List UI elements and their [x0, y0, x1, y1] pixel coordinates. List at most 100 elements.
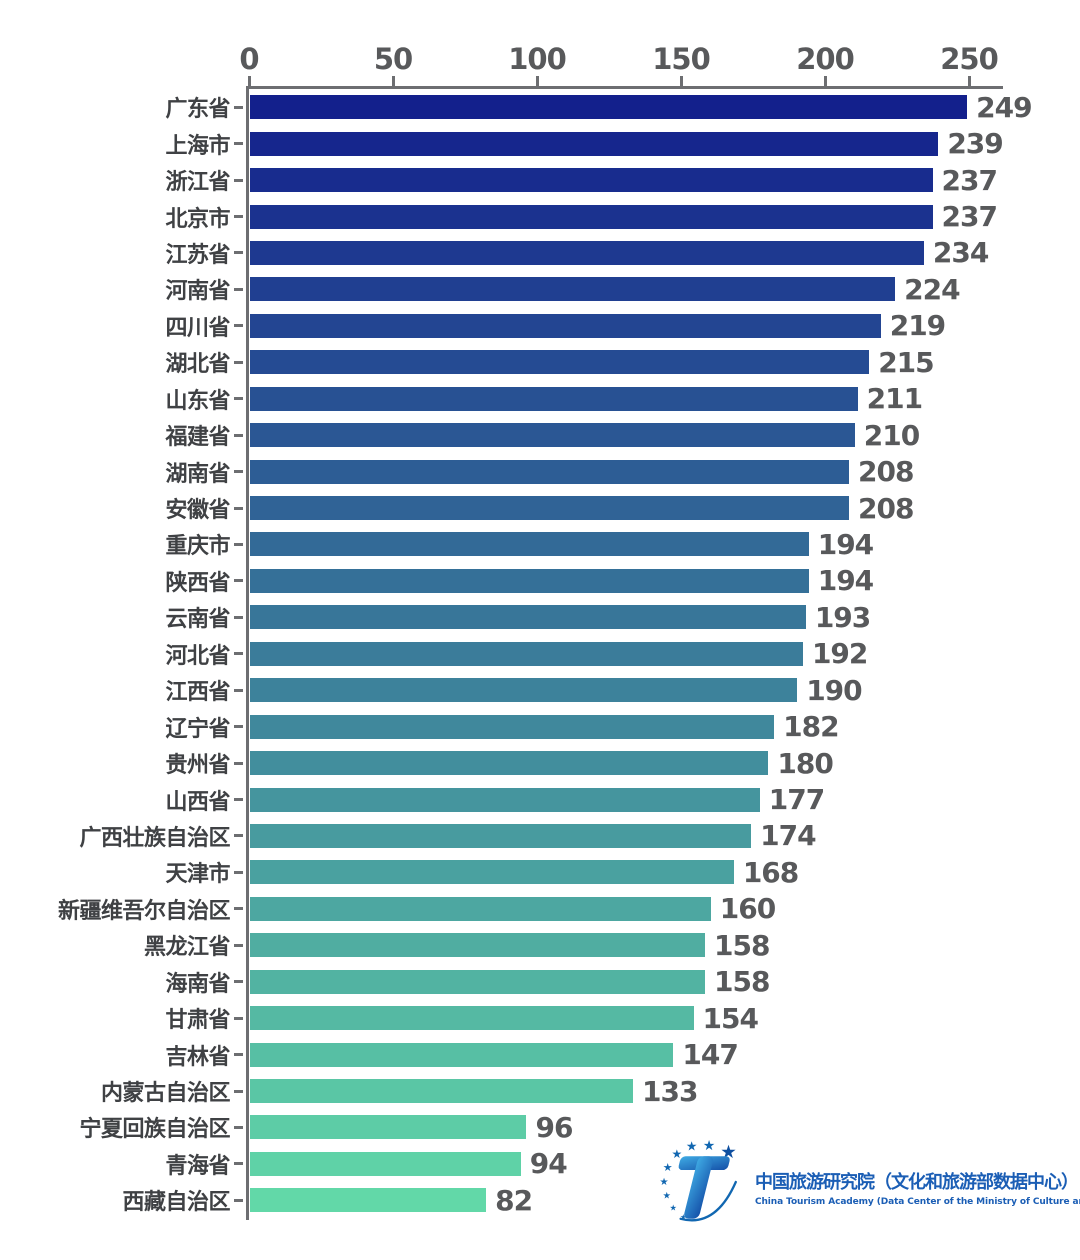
bar	[250, 168, 933, 193]
y-tick	[234, 1016, 243, 1020]
value-label: 133	[642, 1074, 698, 1108]
bar	[250, 1006, 694, 1031]
value-label: 190	[806, 673, 862, 707]
bar	[250, 568, 809, 593]
x-tick-label: 100	[508, 42, 567, 76]
bar-row: 安徽省 208	[0, 490, 1080, 526]
y-tick	[234, 725, 243, 729]
bar	[250, 714, 775, 739]
bar-row: 云南省 193	[0, 599, 1080, 635]
bar-rows: 广东省 249 上海市 239 浙江省 237 北京市 237 江苏省 234 河南省 224 四川省 2…	[0, 89, 1080, 1219]
svg-text:★: ★	[680, 1213, 687, 1222]
bar	[250, 1079, 634, 1104]
bar-row: 湖北省 215	[0, 344, 1080, 380]
value-label: 96	[535, 1110, 573, 1144]
category-label: 江西省	[165, 680, 230, 706]
y-tick	[234, 1125, 243, 1129]
y-tick	[234, 251, 243, 255]
value-label: 177	[768, 783, 825, 817]
bar	[250, 95, 968, 120]
bar-row: 西藏自治区 82	[0, 1182, 1080, 1218]
bar-row: 湖南省 208	[0, 453, 1080, 489]
category-label: 四川省	[165, 315, 230, 341]
logo-swoosh	[679, 1180, 737, 1222]
x-tick	[680, 76, 683, 86]
category-label: 北京市	[165, 206, 230, 232]
bar	[250, 641, 803, 666]
bar-row: 江西省 190	[0, 672, 1080, 708]
bar-row: 甘肃省 154	[0, 1000, 1080, 1036]
y-tick	[234, 1162, 243, 1166]
y-tick	[234, 542, 243, 546]
y-tick	[234, 652, 243, 656]
value-label: 94	[529, 1147, 568, 1181]
y-tick	[234, 142, 243, 146]
value-label: 168	[742, 855, 799, 889]
y-tick	[234, 215, 243, 219]
svg-text:★: ★	[663, 1161, 673, 1174]
logo-letter-t	[678, 1156, 730, 1219]
category-label: 贵州省	[165, 753, 230, 779]
value-label: 154	[702, 1001, 759, 1035]
category-label: 陕西省	[165, 570, 230, 596]
x-tick	[392, 76, 395, 86]
bar-row: 吉林省 147	[0, 1036, 1080, 1072]
logo-subtitle-en: China Tourism Academy (Data Center of th…	[755, 1197, 1080, 1207]
value-label: 239	[947, 127, 1003, 161]
bar	[250, 969, 706, 994]
y-tick	[234, 688, 243, 692]
logo-title-cn: 中国旅游研究院（文化和旅游部数据中心）	[755, 1172, 1079, 1193]
y-tick	[234, 433, 243, 437]
value-label: 211	[866, 382, 923, 416]
y-tick	[234, 324, 243, 328]
x-tick-label: 250	[940, 42, 999, 76]
bar-row: 河北省 192	[0, 636, 1080, 672]
bar-row: 内蒙古自治区 133	[0, 1073, 1080, 1109]
y-tick	[234, 943, 243, 947]
bar	[250, 386, 858, 411]
value-label: 224	[904, 272, 960, 306]
category-label: 黑龙江省	[143, 935, 231, 961]
x-tick-label: 150	[652, 42, 711, 76]
category-label: 新疆维吾尔自治区	[57, 898, 231, 924]
value-label: 208	[858, 455, 914, 489]
bar-row: 新疆维吾尔自治区 160	[0, 891, 1080, 927]
y-axis-line	[246, 86, 249, 1220]
value-label: 210	[863, 418, 920, 452]
bar-row: 上海市 239	[0, 125, 1080, 161]
value-label: 194	[817, 527, 874, 561]
y-tick	[234, 870, 243, 874]
bar-row: 海南省 158	[0, 964, 1080, 1000]
category-label: 河北省	[165, 643, 230, 669]
category-label: 吉林省	[165, 1044, 230, 1070]
bar	[250, 896, 711, 921]
value-label: 215	[878, 345, 934, 379]
bar-row: 辽宁省 182	[0, 708, 1080, 744]
value-label: 194	[817, 564, 874, 598]
bar-row: 黑龙江省 158	[0, 927, 1080, 963]
y-tick	[234, 506, 243, 510]
bar	[250, 313, 881, 338]
bar-row: 广西壮族自治区 174	[0, 818, 1080, 854]
y-tick	[234, 470, 243, 474]
bar	[250, 933, 706, 958]
bar	[250, 1115, 527, 1140]
bar	[250, 787, 760, 812]
category-label: 辽宁省	[165, 716, 230, 742]
category-label: 宁夏回族自治区	[79, 1117, 230, 1143]
bar	[250, 277, 896, 302]
category-label: 海南省	[165, 971, 230, 997]
bar-row: 天津市 168	[0, 854, 1080, 890]
value-label: 237	[941, 200, 998, 234]
value-label: 158	[714, 928, 770, 962]
bar-row: 福建省 210	[0, 417, 1080, 453]
value-label: 208	[858, 491, 914, 525]
bar-row: 重庆市 194	[0, 526, 1080, 562]
svg-text:★: ★	[672, 1147, 683, 1161]
y-tick	[234, 287, 243, 291]
category-label: 广西壮族自治区	[79, 825, 230, 851]
value-label: 82	[495, 1183, 533, 1217]
bar-row: 江苏省 234	[0, 235, 1080, 271]
x-axis-line	[246, 86, 1003, 89]
